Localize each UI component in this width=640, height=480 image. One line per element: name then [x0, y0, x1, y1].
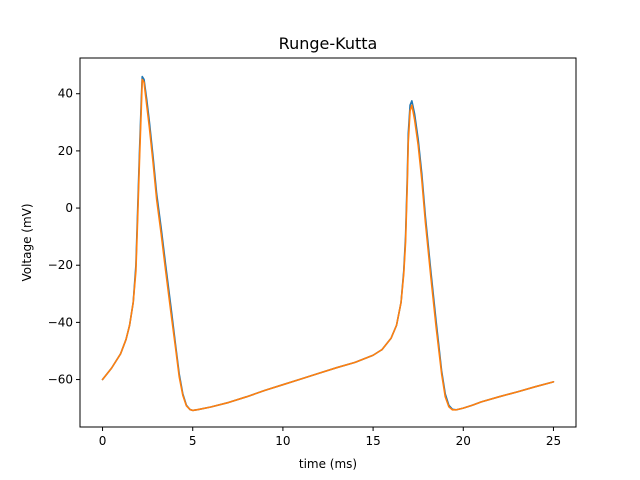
y-tick-label: −40 [48, 315, 73, 329]
x-tick-label: 10 [275, 434, 290, 448]
x-tick-label: 15 [365, 434, 380, 448]
x-axis-label: time (ms) [299, 457, 357, 471]
x-tick-label: 5 [189, 434, 197, 448]
chart-title: Runge-Kutta [279, 34, 378, 53]
y-tick-label: −20 [48, 258, 73, 272]
x-tick-label: 25 [546, 434, 561, 448]
series-line-2 [101, 78, 555, 412]
x-axis: 0 5 10 15 20 25 [99, 427, 561, 448]
plot-area-frame [79, 57, 577, 428]
y-axis: −60 −40 −20 0 20 40 [48, 87, 80, 387]
y-tick-label: 0 [65, 201, 73, 215]
y-tick-label: −60 [48, 373, 73, 387]
y-tick-label: 40 [58, 87, 73, 101]
y-tick-label: 20 [58, 144, 73, 158]
y-axis-label: Voltage (mV) [20, 203, 34, 281]
plot-lines [101, 75, 555, 412]
x-tick-label: 0 [99, 434, 107, 448]
x-tick-label: 20 [456, 434, 471, 448]
